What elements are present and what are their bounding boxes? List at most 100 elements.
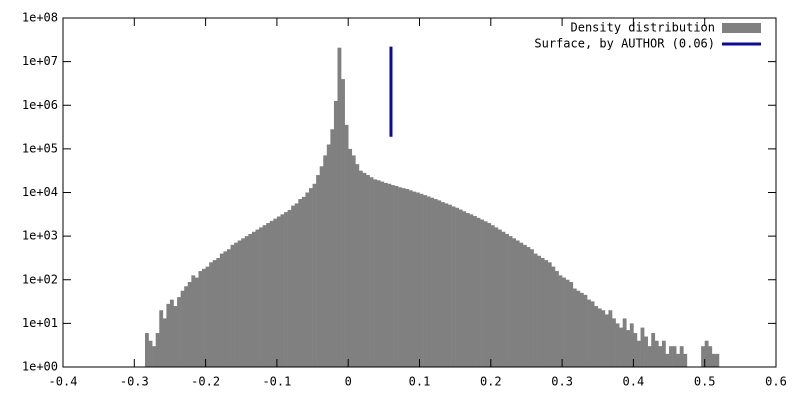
histogram-bar [390, 185, 395, 367]
histogram-bar [291, 205, 296, 367]
histogram-bar [515, 240, 520, 367]
histogram-bar [476, 217, 481, 367]
histogram-bar [601, 310, 606, 367]
histogram-bar [194, 277, 199, 367]
histogram-bar [715, 353, 720, 367]
histogram-bar [672, 346, 677, 367]
histogram-bar [519, 242, 524, 367]
histogram-bar [569, 281, 574, 367]
x-tick-label: 0.6 [765, 375, 787, 389]
histogram-bar [187, 281, 192, 367]
histogram-bar [358, 170, 363, 367]
histogram-bar [440, 202, 445, 367]
histogram-bar [241, 238, 246, 367]
histogram-bar [565, 279, 570, 367]
histogram-bar [234, 242, 238, 367]
histogram-bar [152, 346, 156, 367]
histogram-bar [629, 323, 634, 367]
x-tick-label: 0.2 [480, 375, 502, 389]
x-tick-label: -0.3 [120, 375, 149, 389]
histogram-bar [640, 327, 645, 367]
histogram-bar [487, 223, 492, 367]
histogram-bar [572, 288, 577, 367]
histogram-bar [380, 181, 385, 367]
histogram-bar [490, 225, 495, 367]
histogram-bar [455, 207, 460, 367]
histogram-bar [626, 330, 631, 367]
x-tick-label: 0.3 [551, 375, 573, 389]
histogram-bar [159, 310, 164, 367]
histogram-bar [219, 253, 224, 367]
histogram-bar [480, 219, 484, 367]
histogram-bar [180, 290, 185, 367]
histogram-bar [148, 340, 153, 367]
y-tick-label: 1e+03 [22, 229, 58, 243]
histogram-bar [326, 144, 331, 367]
histogram-bar [644, 336, 648, 367]
histogram-bar [683, 353, 688, 367]
histogram-bar [398, 187, 402, 367]
histogram-bar [202, 268, 206, 367]
x-tick-label: 0.1 [409, 375, 431, 389]
histogram-bar [355, 164, 360, 367]
histogram-bar [344, 124, 349, 367]
histogram-bar [262, 225, 267, 367]
histogram-bar [316, 175, 320, 367]
histogram-bar [376, 180, 381, 367]
histogram-bar [408, 190, 413, 367]
histogram-bar [451, 206, 456, 367]
histogram-bar [362, 172, 367, 367]
histogram-bar [280, 214, 285, 367]
histogram-bar [537, 255, 542, 367]
histogram-bar [708, 346, 713, 367]
histogram-bar [665, 353, 670, 367]
histogram-bar [579, 292, 584, 367]
histogram-bar [430, 197, 435, 367]
histogram-bar [651, 333, 656, 367]
histogram-bar [212, 260, 217, 367]
histogram-bar [522, 244, 527, 367]
histogram-bar [597, 308, 602, 367]
y-tick-label: 1e+01 [22, 316, 58, 330]
histogram-bar [419, 193, 424, 367]
histogram-bar [594, 306, 599, 367]
histogram-bar [276, 216, 281, 367]
histogram-bar [323, 155, 328, 367]
y-tick-label: 1e+06 [22, 98, 58, 112]
histogram-bar [394, 185, 399, 367]
histogram-bar [469, 214, 474, 367]
histogram-bar [647, 346, 652, 367]
histogram-bar [654, 340, 659, 367]
histogram-bar [426, 196, 431, 367]
histogram-bar [383, 182, 388, 367]
histogram-bar [558, 275, 563, 367]
x-tick-label: 0 [345, 375, 352, 389]
histogram-bar [483, 221, 488, 367]
histogram-bar [622, 318, 627, 367]
histogram-bar [248, 233, 253, 367]
histogram-bar [366, 175, 370, 367]
histogram-bar [669, 346, 673, 367]
histogram-bar [658, 346, 663, 367]
histogram-bar [437, 200, 442, 367]
histogram-bar [330, 129, 335, 367]
histogram-bar [551, 266, 556, 367]
histogram-bar [351, 155, 356, 367]
histogram-bar [226, 249, 231, 367]
histogram-bar [405, 189, 410, 367]
histogram-bar [191, 275, 196, 367]
histogram-bar [369, 177, 374, 367]
histogram-bar [415, 192, 420, 367]
histogram-bar [412, 191, 417, 367]
histogram-bar [205, 266, 210, 367]
histogram-bar [590, 301, 595, 367]
histogram-bar [373, 179, 378, 367]
histogram-bar [619, 327, 624, 367]
histogram-bar [401, 188, 406, 367]
histogram-bar [284, 212, 288, 367]
legend-label: Density distribution [571, 21, 716, 35]
histogram-bar [562, 277, 566, 367]
histogram-bar [612, 318, 616, 367]
histogram-bar [144, 333, 149, 367]
histogram-bar [615, 323, 620, 367]
